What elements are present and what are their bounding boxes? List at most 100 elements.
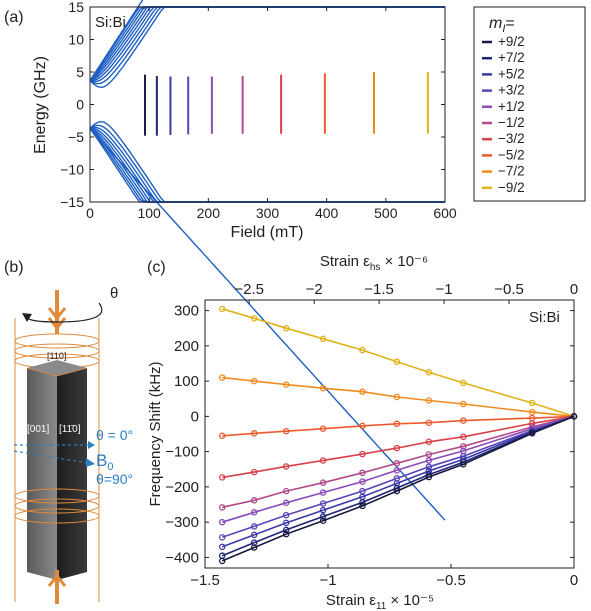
panel-a-legend: mI= +9/2+7/2+5/2 +3/2+1/2−1/2−3/2−5/2 −7/2… xyxy=(473,6,586,202)
c-ytick-label-6: −300 xyxy=(165,514,199,531)
series-7-point-2 xyxy=(282,519,290,527)
series-1-point-8 xyxy=(528,408,536,416)
series-1-point-4 xyxy=(359,388,366,395)
c-ytick-label-4: −100 xyxy=(165,444,199,461)
series-9-point-5 xyxy=(393,487,401,495)
series-line-7 xyxy=(221,415,575,548)
series-1-point-1 xyxy=(250,377,258,385)
series-line-1 xyxy=(222,376,575,418)
series-6-point-0 xyxy=(218,534,226,541)
series-3-point-4 xyxy=(359,450,366,458)
series-6-point-3 xyxy=(319,500,327,507)
panel-a-label: (a) xyxy=(4,9,24,26)
series-2-point-0 xyxy=(218,432,226,440)
theta-label: θ xyxy=(110,285,118,302)
c-top-xtick-label-3: −1 xyxy=(436,281,453,298)
series-5-point-3 xyxy=(319,489,327,496)
series-6-point-6 xyxy=(425,463,433,471)
series-7-point-0 xyxy=(218,543,226,551)
series-7-point-3 xyxy=(319,506,327,514)
panel-a-tag: Si:Bi xyxy=(95,14,126,31)
series-0-point-3 xyxy=(319,335,327,343)
series-9-point-0 xyxy=(218,557,226,565)
a-ytick-label-1: 10 xyxy=(68,32,84,48)
series-4-point-3 xyxy=(319,479,327,486)
panel-c-label: (c) xyxy=(147,259,166,276)
series-2-point-3 xyxy=(319,425,327,432)
series-9-point-7 xyxy=(460,461,467,468)
series-6-point-1 xyxy=(250,523,258,530)
series-2-point-5 xyxy=(393,420,401,428)
dir-001-label: [001] xyxy=(27,424,49,435)
series-3-point-2 xyxy=(282,463,290,470)
series-4-point-5 xyxy=(393,460,401,467)
theta-90-label: θ=90° xyxy=(96,471,133,487)
series-2-point-7 xyxy=(460,417,467,424)
theta-0-label: θ = 0° xyxy=(96,427,133,443)
series-6-point-2 xyxy=(282,511,290,519)
a-xtick-label-0: 0 xyxy=(86,205,94,221)
legend-label-3: +3/2 xyxy=(498,83,525,98)
legend-label-1: +7/2 xyxy=(498,50,525,65)
series-3-point-3 xyxy=(319,457,327,464)
a-xtick-label-4: 400 xyxy=(315,205,339,221)
series-7-point-1 xyxy=(250,531,258,539)
series-5-point-5 xyxy=(393,467,401,474)
series-0-point-8 xyxy=(528,399,536,407)
series-line-0 xyxy=(221,308,575,418)
c-xtick-label-2: −0.5 xyxy=(436,572,466,589)
a-ytick-label-4: −5 xyxy=(68,129,84,145)
a-ytick-label-5: −10 xyxy=(60,162,84,178)
crystal-sample xyxy=(26,360,88,580)
c-top-xtick-label-0: −2.5 xyxy=(234,281,264,298)
upper-level-curve-4 xyxy=(89,6,445,82)
series-8-point-4 xyxy=(359,499,366,506)
series-line-5 xyxy=(221,415,575,523)
series-0-point-5 xyxy=(393,358,401,365)
lower-level-curve-0 xyxy=(89,120,445,203)
series-0-point-7 xyxy=(460,379,467,387)
legend-label-8: −7/2 xyxy=(498,164,525,179)
legend-label-6: −3/2 xyxy=(498,131,525,146)
c-top-xtick-label-1: −2 xyxy=(306,281,323,298)
panel-c-bottom-label: Strain ε11 × 10⁻⁵ xyxy=(326,592,434,611)
series-2-point-1 xyxy=(250,430,258,437)
c-xtick-label-1: −1 xyxy=(319,572,336,589)
series-3-point-7 xyxy=(460,433,467,441)
c-ytick-label-7: −400 xyxy=(165,549,199,566)
series-9-point-8 xyxy=(528,430,536,437)
a-xtick-label-3: 300 xyxy=(256,205,280,221)
panel-a-ylabel: Energy (GHz) xyxy=(32,56,49,154)
series-5-point-6 xyxy=(425,457,433,464)
a-xtick-label-6: 600 xyxy=(433,205,457,221)
legend-box xyxy=(473,6,586,202)
c-top-xtick-label-4: −0.5 xyxy=(494,281,524,298)
series-3-point-5 xyxy=(393,444,401,452)
dir-1m10-label: [11̄0] xyxy=(59,424,81,435)
upper-level-curve-1 xyxy=(89,6,445,85)
upper-level-curve-0 xyxy=(89,6,445,89)
series-5-point-4 xyxy=(359,478,366,485)
series-7-point-6 xyxy=(425,467,433,475)
series-9-point-3 xyxy=(319,517,327,524)
a-ytick-label-3: 0 xyxy=(76,97,84,113)
panel-a-axis-ticks: 0 100 200 300 400 500 600 15 10 5 0 −5 −10 −15 xyxy=(60,0,457,221)
series-5-point-0 xyxy=(218,518,226,526)
rotation-arrow xyxy=(22,302,103,323)
lower-stretched-state-curve xyxy=(89,128,446,521)
legend-label-4: +1/2 xyxy=(498,99,525,114)
c-ytick-label-3: 0 xyxy=(191,408,199,425)
legend-label-9: −9/2 xyxy=(498,180,525,195)
series-2-point-4 xyxy=(359,422,366,430)
legend-label-7: −5/2 xyxy=(498,147,525,162)
panel-b: (b) θ [110] [001] [1 xyxy=(4,259,133,604)
series-9-point-4 xyxy=(359,502,366,510)
series-8-point-2 xyxy=(282,526,290,534)
a-xtick-label-1: 100 xyxy=(137,205,161,221)
panel-c-axis-ticks: −1.5 −1 −0.5 0 −2.5 −2 −1.5 −1 −0.5 0 300 200 100 0 −1… xyxy=(165,281,578,589)
series-4-point-4 xyxy=(359,469,366,477)
series-line-2 xyxy=(222,415,575,437)
c-xtick-label-0: −1.5 xyxy=(190,572,220,589)
c-ytick-label-5: −200 xyxy=(165,479,199,496)
